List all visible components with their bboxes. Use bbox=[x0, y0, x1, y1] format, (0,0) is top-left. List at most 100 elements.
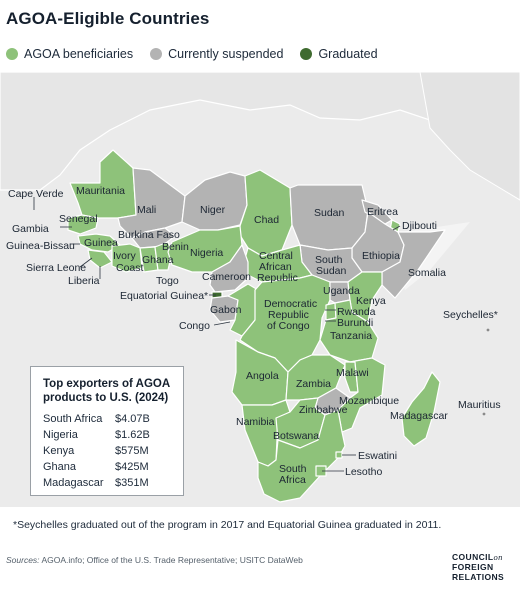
table-country: Kenya bbox=[43, 445, 75, 457]
label-senegal: Senegal bbox=[59, 213, 98, 225]
label-ghana: Ghana bbox=[142, 254, 174, 266]
cfr-logo: COUNCILon FOREIGN RELATIONS bbox=[452, 552, 516, 582]
leader-sierra-leone bbox=[79, 257, 93, 268]
label-guinea-bissau: Guinea-Bissau bbox=[6, 240, 75, 252]
label-togo: Togo bbox=[156, 275, 179, 287]
table-row: Madagascar $351M bbox=[43, 475, 171, 491]
label-angola: Angola bbox=[246, 370, 279, 382]
label-rwanda: Rwanda bbox=[337, 306, 376, 318]
country-madagascar bbox=[401, 371, 441, 447]
label-gabon: Gabon bbox=[210, 304, 242, 316]
country-rwanda-burundi bbox=[325, 302, 337, 321]
label-namibia: Namibia bbox=[236, 416, 275, 428]
table-value: $575M bbox=[115, 445, 149, 457]
country-ivory-coast bbox=[111, 243, 143, 273]
legend-item-suspended: Currently suspended bbox=[150, 47, 283, 61]
label-south: South bbox=[315, 254, 343, 266]
label-south-sudan: Sudan bbox=[316, 265, 347, 277]
label-african: African bbox=[259, 261, 292, 273]
label-equatorial-guinea: Equatorial Guinea* bbox=[120, 290, 208, 302]
table-value: $425M bbox=[115, 461, 149, 473]
label-cape-verde: Cape Verde bbox=[8, 188, 64, 200]
logo-line-1: COUNCIL bbox=[452, 552, 494, 562]
sources: Sources: AGOA.info; Office of the U.S. T… bbox=[6, 555, 303, 565]
label-drc-3: of Congo bbox=[267, 320, 310, 332]
table-row: Kenya $575M bbox=[43, 443, 171, 459]
label-gambia: Gambia bbox=[12, 223, 49, 235]
label-chad: Chad bbox=[254, 214, 279, 226]
country-south-africa bbox=[257, 409, 346, 503]
label-djibouti: Djibouti bbox=[402, 220, 437, 232]
label-cameroon: Cameroon bbox=[202, 271, 251, 283]
label-botswana: Botswana bbox=[273, 430, 319, 442]
label-coast: Coast bbox=[116, 262, 144, 274]
legend-swatch-dark-green bbox=[300, 48, 313, 60]
label-kenya: Kenya bbox=[356, 295, 386, 307]
legend-swatch-green bbox=[6, 48, 18, 60]
logo-on: on bbox=[493, 552, 503, 562]
table-value: $1.62B bbox=[115, 429, 150, 441]
label-mali: Mali bbox=[137, 204, 156, 216]
table-title: Top exporters of AGOA products to U.S. (… bbox=[43, 378, 170, 404]
label-malawi: Malawi bbox=[336, 367, 369, 379]
label-zambia: Zambia bbox=[296, 378, 331, 390]
label-sudan: Sudan bbox=[314, 207, 345, 219]
label-lesotho: Lesotho bbox=[345, 466, 383, 478]
country-mozambique bbox=[337, 357, 386, 433]
table-value: $4.07B bbox=[115, 413, 150, 425]
label-south-africa-1: South bbox=[279, 463, 307, 475]
table-row: Ghana $425M bbox=[43, 459, 171, 475]
leader-congo bbox=[213, 321, 231, 326]
table-country: Nigeria bbox=[43, 429, 78, 441]
mauritius-marker bbox=[482, 412, 486, 416]
country-eswatini bbox=[335, 451, 343, 459]
label-uganda: Uganda bbox=[323, 285, 360, 297]
country-drc bbox=[239, 274, 331, 373]
label-mozambique: Mozambique bbox=[339, 395, 399, 407]
legend-swatch-gray bbox=[150, 48, 163, 60]
country-lesotho bbox=[315, 465, 327, 477]
label-central: Central bbox=[259, 250, 293, 262]
label-mauritania: Mauritania bbox=[76, 185, 125, 197]
table-country: Madagascar bbox=[43, 477, 104, 489]
legend: AGOA beneficiaries Currently suspended G… bbox=[6, 47, 395, 61]
legend-item-beneficiaries: AGOA beneficiaries bbox=[6, 47, 133, 61]
label-burundi: Burundi bbox=[337, 317, 373, 329]
label-zimbabwe: Zimbabwe bbox=[299, 404, 348, 416]
sources-text: AGOA.info; Office of the U.S. Trade Repr… bbox=[39, 555, 303, 565]
footnote: *Seychelles graduated out of the program… bbox=[13, 519, 442, 531]
label-republic: Republic bbox=[257, 272, 298, 284]
label-ivory: Ivory bbox=[113, 250, 137, 262]
label-tanzania: Tanzania bbox=[330, 330, 372, 342]
label-somalia: Somalia bbox=[408, 267, 446, 279]
africa-map: Cape Verde Mauritania Senegal Gambia Gui… bbox=[0, 71, 520, 507]
middle-east-region bbox=[419, 71, 520, 201]
map-title: AGOA-Eligible Countries bbox=[6, 9, 210, 28]
label-guinea: Guinea bbox=[84, 237, 118, 249]
table-row: Nigeria $1.62B bbox=[43, 427, 171, 443]
country-benin bbox=[154, 241, 173, 271]
label-south-africa-2: Africa bbox=[279, 474, 306, 486]
label-liberia: Liberia bbox=[68, 275, 100, 287]
label-sierra-leone: Sierra Leone bbox=[26, 262, 86, 274]
table-country: Ghana bbox=[43, 461, 77, 473]
sources-prefix: Sources: bbox=[6, 555, 40, 565]
label-madagascar: Madagascar bbox=[390, 410, 448, 422]
label-benin: Benin bbox=[162, 241, 189, 253]
country-cameroon bbox=[209, 244, 249, 293]
legend-label: Currently suspended bbox=[168, 47, 284, 61]
map-svg: Cape Verde Mauritania Senegal Gambia Gui… bbox=[0, 71, 520, 507]
country-zambia bbox=[285, 354, 346, 401]
label-mauritius: Mauritius bbox=[458, 399, 501, 411]
table-row: South Africa $4.07B bbox=[43, 411, 171, 427]
logo-line-2: FOREIGN bbox=[452, 562, 494, 572]
label-eswatini: Eswatini bbox=[358, 450, 397, 462]
label-congo: Congo bbox=[179, 320, 210, 332]
label-drc-1: Democratic bbox=[264, 298, 317, 310]
top-exporters-table: Top exporters of AGOA products to U.S. (… bbox=[30, 366, 184, 496]
legend-label: Graduated bbox=[318, 47, 378, 61]
label-nigeria: Nigeria bbox=[190, 247, 223, 259]
country-liberia bbox=[87, 249, 113, 269]
country-somalia bbox=[381, 229, 446, 299]
label-drc-2: Republic bbox=[268, 309, 309, 321]
